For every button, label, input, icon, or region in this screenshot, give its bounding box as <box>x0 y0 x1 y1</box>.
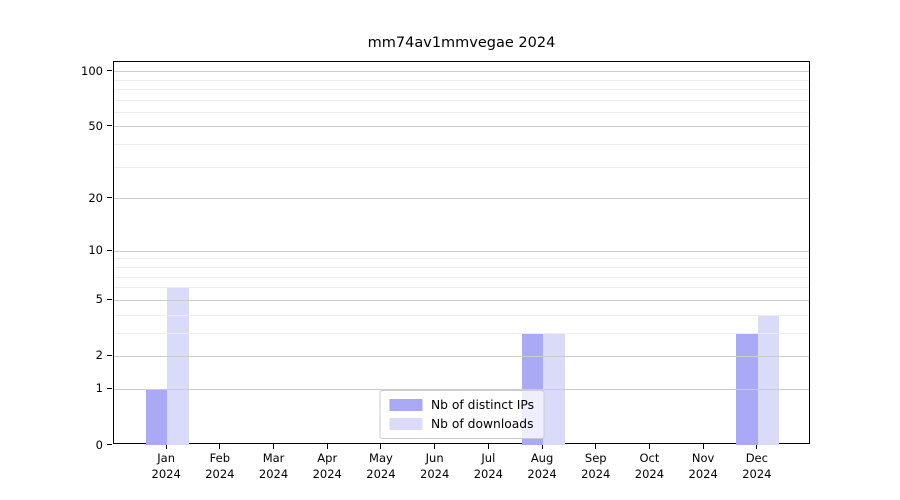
bar-downloads <box>167 287 189 445</box>
major-gridline <box>114 71 809 73</box>
major-gridline <box>114 198 809 200</box>
x-tick-label: Feb 2024 <box>192 451 248 482</box>
x-tick-month: Jan <box>157 451 175 465</box>
bar-distinct-ips <box>145 388 168 445</box>
x-tick <box>273 444 275 449</box>
y-tick-label: 2 <box>95 348 103 363</box>
y-tick-label: 5 <box>95 292 103 307</box>
x-tick-label: Nov 2024 <box>675 451 731 482</box>
x-tick-month: Sep <box>584 451 607 465</box>
minor-gridline <box>114 166 809 168</box>
major-gridline <box>114 126 809 128</box>
x-tick-month: Dec <box>745 451 768 465</box>
legend-item: Nb of downloads <box>388 417 534 431</box>
x-tick-label: Mar 2024 <box>246 451 302 482</box>
minor-gridline <box>114 287 809 289</box>
x-tick-label: Apr 2024 <box>299 451 355 482</box>
x-tick-month: Mar <box>262 451 285 465</box>
x-tick-month: May <box>369 451 393 465</box>
x-tick-label: Dec 2024 <box>729 451 785 482</box>
x-tick <box>595 444 597 449</box>
x-tick-month: Jul <box>481 451 496 465</box>
x-tick <box>702 444 704 449</box>
y-tick-label: 100 <box>81 63 103 78</box>
minor-gridline <box>114 266 809 268</box>
y-tick <box>107 387 112 389</box>
legend-label: Nb of downloads <box>430 417 534 431</box>
legend: Nb of distinct IPs Nb of downloads <box>378 390 545 439</box>
x-tick <box>487 444 489 449</box>
x-tick <box>165 444 167 449</box>
x-tick-year: 2024 <box>688 466 718 481</box>
legend-swatch <box>388 399 422 411</box>
minor-gridline <box>114 276 809 278</box>
minor-gridline <box>114 99 809 101</box>
x-tick-label: Jul 2024 <box>460 451 516 482</box>
legend-item: Nb of distinct IPs <box>388 398 535 412</box>
x-tick-label: Aug 2024 <box>514 451 570 482</box>
x-tick-year: 2024 <box>420 466 450 481</box>
y-tick <box>107 354 112 356</box>
minor-gridline <box>114 332 809 334</box>
legend-swatch <box>388 418 422 430</box>
minor-gridline <box>114 111 809 113</box>
bar-downloads <box>757 314 780 445</box>
x-tick-label: Oct 2024 <box>621 451 677 482</box>
x-tick-label: Sep 2024 <box>568 451 624 482</box>
x-tick <box>434 444 436 449</box>
major-gridline <box>114 299 809 301</box>
x-tick-month: Apr <box>317 451 338 465</box>
major-gridline <box>114 388 809 390</box>
x-tick-year: 2024 <box>473 466 503 481</box>
y-tick <box>107 249 112 251</box>
x-tick <box>648 444 650 449</box>
minor-gridline <box>114 314 809 316</box>
y-tick-label: 10 <box>88 243 103 258</box>
x-tick <box>380 444 382 449</box>
x-tick-year: 2024 <box>258 466 289 481</box>
y-tick <box>107 197 112 199</box>
minor-gridline <box>114 258 809 260</box>
x-tick-label: Jun 2024 <box>407 451 463 482</box>
y-tick <box>107 125 112 127</box>
y-tick-label: 1 <box>95 381 103 396</box>
x-tick-year: 2024 <box>634 466 665 481</box>
plot-area: Nb of distinct IPs Nb of downloads <box>113 61 810 445</box>
x-tick <box>219 444 221 449</box>
x-tick-month: Nov <box>691 451 715 465</box>
y-tick-label: 0 <box>95 437 103 452</box>
major-gridline <box>114 250 809 252</box>
x-tick-year: 2024 <box>742 466 772 481</box>
x-tick-month: Feb <box>209 451 231 465</box>
y-tick-label: 50 <box>88 118 103 133</box>
minor-gridline <box>114 88 809 90</box>
x-tick-year: 2024 <box>581 466 611 481</box>
x-tick-year: 2024 <box>151 466 181 481</box>
x-tick <box>326 444 328 449</box>
major-gridline <box>114 355 809 357</box>
x-tick-year: 2024 <box>527 466 557 481</box>
legend-label: Nb of distinct IPs <box>430 398 535 412</box>
y-tick <box>107 70 112 72</box>
x-tick-label: May 2024 <box>353 451 409 482</box>
x-tick-label: Jan 2024 <box>138 451 194 482</box>
x-tick-year: 2024 <box>312 466 342 481</box>
x-tick <box>541 444 543 449</box>
x-tick-year: 2024 <box>366 466 396 481</box>
y-tick <box>107 298 112 300</box>
y-tick <box>107 444 112 445</box>
x-tick <box>756 444 758 449</box>
x-tick-month: Aug <box>530 451 554 465</box>
chart-title: mm74av1mmvegae 2024 <box>367 35 556 51</box>
x-tick-month: Oct <box>639 451 660 465</box>
minor-gridline <box>114 144 809 146</box>
x-tick-year: 2024 <box>205 466 235 481</box>
x-tick-month: Jun <box>425 451 444 465</box>
minor-gridline <box>114 79 809 81</box>
y-tick-label: 20 <box>88 190 103 205</box>
